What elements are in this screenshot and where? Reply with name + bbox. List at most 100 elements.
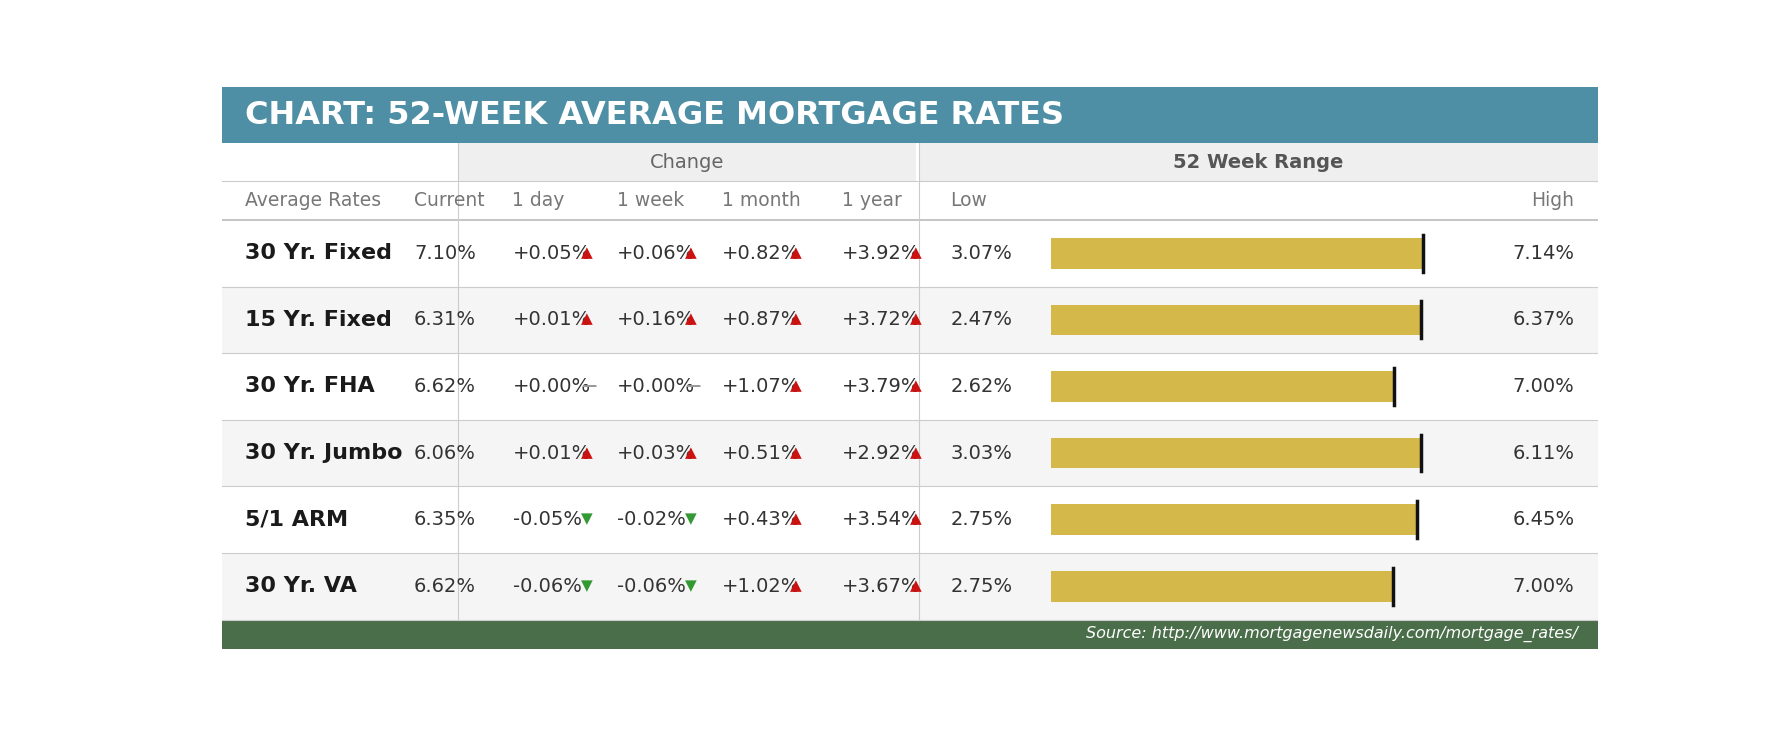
- Text: 15 Yr. Fixed: 15 Yr. Fixed: [245, 310, 392, 330]
- Text: ▼: ▼: [580, 511, 593, 526]
- Bar: [1051, 437, 1422, 468]
- Text: ▲: ▲: [685, 445, 698, 460]
- Text: ▼: ▼: [685, 578, 698, 593]
- Text: -0.06%: -0.06%: [618, 577, 685, 596]
- Text: -0.05%: -0.05%: [513, 510, 582, 529]
- Bar: [919, 104, 1598, 182]
- Text: +0.43%: +0.43%: [722, 510, 801, 529]
- Bar: [222, 220, 1598, 286]
- Bar: [222, 553, 1598, 620]
- Text: +0.51%: +0.51%: [722, 443, 801, 462]
- Text: 1 day: 1 day: [513, 191, 564, 210]
- Text: 30 Yr. VA: 30 Yr. VA: [245, 576, 357, 596]
- Text: ▲: ▲: [790, 445, 802, 460]
- Text: 6.62%: 6.62%: [414, 577, 476, 596]
- Text: +0.06%: +0.06%: [618, 243, 696, 262]
- Text: ▲: ▲: [580, 445, 593, 460]
- Bar: [222, 286, 1598, 353]
- Text: 30 Yr. Fixed: 30 Yr. Fixed: [245, 243, 392, 263]
- Text: CHART: 52-WEEK AVERAGE MORTGAGE RATES: CHART: 52-WEEK AVERAGE MORTGAGE RATES: [245, 100, 1065, 130]
- Text: 30 Yr. Jumbo: 30 Yr. Jumbo: [245, 443, 403, 463]
- Text: +3.92%: +3.92%: [841, 243, 921, 262]
- Text: 5/1 ARM: 5/1 ARM: [245, 510, 348, 530]
- Text: ▼: ▼: [685, 511, 698, 526]
- Bar: [222, 620, 1598, 649]
- Text: 7.10%: 7.10%: [414, 243, 476, 262]
- Text: ▲: ▲: [580, 311, 593, 327]
- Text: +0.05%: +0.05%: [513, 243, 591, 262]
- Text: +0.03%: +0.03%: [618, 443, 696, 462]
- Text: 3.03%: 3.03%: [950, 443, 1012, 462]
- Text: Current: Current: [414, 191, 485, 210]
- Text: +2.92%: +2.92%: [841, 443, 921, 462]
- Text: 2.47%: 2.47%: [950, 311, 1012, 330]
- Text: 1 year: 1 year: [841, 191, 902, 210]
- Text: ▲: ▲: [685, 311, 698, 327]
- Text: ▲: ▲: [911, 378, 921, 393]
- Text: +0.16%: +0.16%: [618, 311, 696, 330]
- Text: +0.00%: +0.00%: [618, 377, 696, 396]
- Text: 6.11%: 6.11%: [1512, 443, 1574, 462]
- Text: 2.62%: 2.62%: [950, 377, 1012, 396]
- Text: ▲: ▲: [790, 378, 802, 393]
- Text: —: —: [685, 378, 701, 393]
- Text: ▲: ▲: [685, 245, 698, 260]
- Text: -0.06%: -0.06%: [513, 577, 582, 596]
- Bar: [1051, 371, 1395, 402]
- Text: ▲: ▲: [580, 245, 593, 260]
- Text: 7.14%: 7.14%: [1512, 243, 1574, 262]
- Text: ▼: ▼: [580, 578, 593, 593]
- Text: Average Rates: Average Rates: [245, 191, 382, 210]
- Text: —: —: [580, 378, 596, 393]
- Text: ▲: ▲: [790, 578, 802, 593]
- Bar: [1051, 571, 1393, 601]
- Text: 6.62%: 6.62%: [414, 377, 476, 396]
- Text: +3.54%: +3.54%: [841, 510, 921, 529]
- Text: 1 month: 1 month: [722, 191, 801, 210]
- Text: 7.00%: 7.00%: [1512, 377, 1574, 396]
- Bar: [222, 420, 1598, 486]
- Text: -0.02%: -0.02%: [618, 510, 685, 529]
- Bar: [222, 486, 1598, 553]
- Text: 3.07%: 3.07%: [950, 243, 1012, 262]
- Text: +3.79%: +3.79%: [841, 377, 921, 396]
- Text: ▲: ▲: [790, 311, 802, 327]
- Text: 6.37%: 6.37%: [1512, 311, 1574, 330]
- Bar: [1051, 238, 1424, 268]
- Text: 2.75%: 2.75%: [950, 510, 1012, 529]
- Bar: [222, 353, 1598, 420]
- Text: 7.00%: 7.00%: [1512, 577, 1574, 596]
- Text: 2.75%: 2.75%: [950, 577, 1012, 596]
- Text: 6.45%: 6.45%: [1512, 510, 1574, 529]
- Bar: [458, 104, 916, 182]
- Text: 1 week: 1 week: [618, 191, 685, 210]
- Text: ▲: ▲: [790, 511, 802, 526]
- Text: +3.72%: +3.72%: [841, 311, 921, 330]
- Text: +0.87%: +0.87%: [722, 311, 801, 330]
- Text: High: High: [1532, 191, 1574, 210]
- Text: ▲: ▲: [911, 311, 921, 327]
- Text: 52 Week Range: 52 Week Range: [1173, 152, 1344, 171]
- Text: +0.00%: +0.00%: [513, 377, 591, 396]
- Text: ▲: ▲: [911, 511, 921, 526]
- Text: Source: http://www.mortgagenewsdaily.com/mortgage_rates/: Source: http://www.mortgagenewsdaily.com…: [1086, 626, 1578, 642]
- Bar: [1051, 305, 1422, 335]
- Bar: [1051, 504, 1416, 535]
- Text: ▲: ▲: [911, 578, 921, 593]
- Text: +0.82%: +0.82%: [722, 243, 801, 262]
- Text: 6.35%: 6.35%: [414, 510, 476, 529]
- Text: +1.02%: +1.02%: [722, 577, 801, 596]
- Text: Change: Change: [650, 152, 724, 171]
- Text: ▲: ▲: [790, 245, 802, 260]
- Text: +1.07%: +1.07%: [722, 377, 801, 396]
- Text: 6.31%: 6.31%: [414, 311, 476, 330]
- Text: ▲: ▲: [911, 245, 921, 260]
- Text: +0.01%: +0.01%: [513, 443, 591, 462]
- Text: 30 Yr. FHA: 30 Yr. FHA: [245, 376, 375, 397]
- Text: ▲: ▲: [911, 445, 921, 460]
- Text: +3.67%: +3.67%: [841, 577, 921, 596]
- Text: 6.06%: 6.06%: [414, 443, 476, 462]
- Bar: [222, 87, 1598, 143]
- Text: Low: Low: [950, 191, 987, 210]
- Bar: [222, 143, 1598, 620]
